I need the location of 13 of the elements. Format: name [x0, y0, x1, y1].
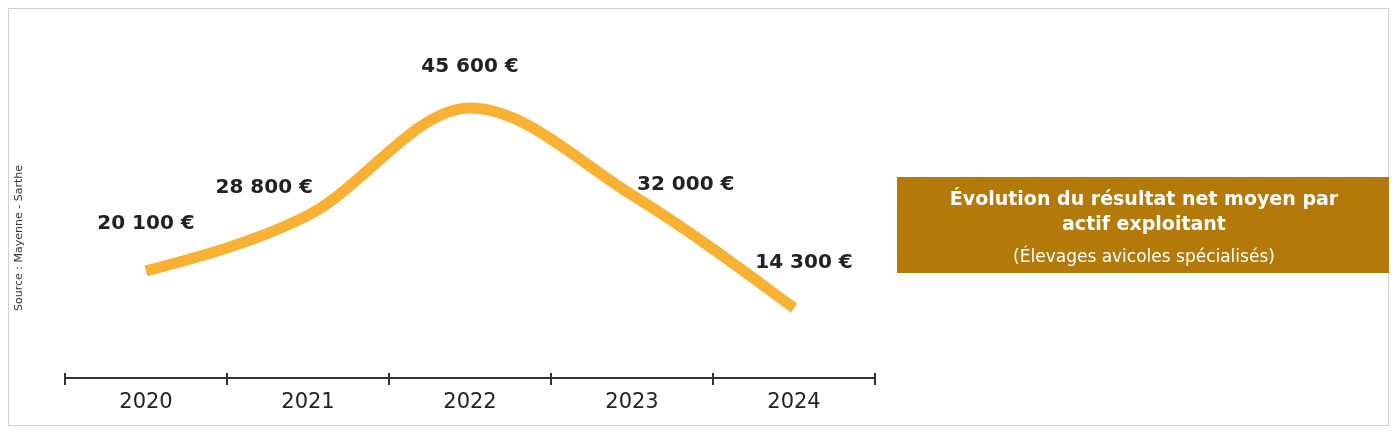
data-label: 45 600 €: [421, 53, 519, 77]
x-tick-label: 2024: [767, 389, 821, 413]
text: Évolution du résultat net moyen par actif exploitant: [949, 187, 1339, 234]
data-label: 32 000 €: [637, 170, 735, 195]
x-tick-label: 2020: [119, 389, 173, 413]
x-tick-label: 2023: [605, 389, 659, 413]
data-label: 14 300 €: [755, 249, 853, 273]
x-tick-label: 2022: [443, 389, 497, 413]
data-label: 20 100 €: [97, 209, 195, 234]
source-note: Source : Mayenne - Sarthe: [12, 164, 25, 311]
data-label: 28 800 €: [215, 174, 313, 199]
x-tick-label: 2021: [281, 389, 335, 413]
text: (Élevages avicoles spécialisés): [1013, 245, 1275, 266]
